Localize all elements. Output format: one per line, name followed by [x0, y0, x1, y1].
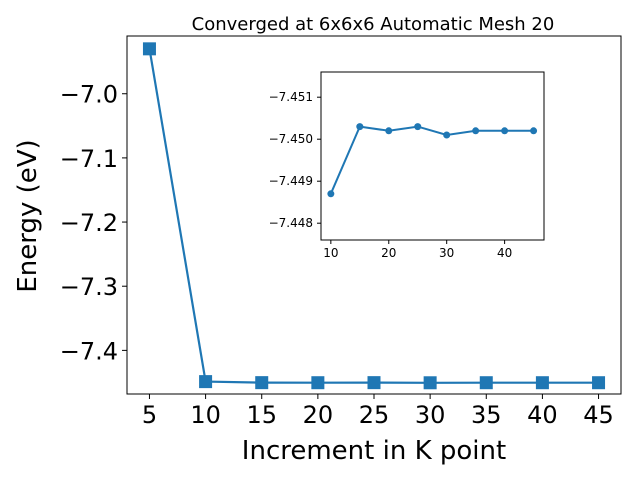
main-x-tick-label: 15 — [246, 401, 277, 429]
main-data-point — [423, 376, 437, 390]
inset-x-tick-label: 20 — [381, 246, 396, 260]
inset-series-energy — [327, 123, 538, 198]
main-x-axis-ticks: 5 10 15 20 25 30 35 40 45 — [142, 394, 614, 429]
main-x-tick-label: 20 — [303, 401, 334, 429]
main-y-tick-label: −7.4 — [60, 337, 118, 365]
inset-x-tick-label: 10 — [323, 246, 338, 260]
main-data-point — [479, 376, 493, 390]
main-x-tick-label: 35 — [471, 401, 502, 429]
inset-data-point — [443, 131, 451, 139]
main-y-tick-label: −7.0 — [60, 81, 118, 109]
inset-series-line — [329, 125, 534, 195]
main-data-point — [535, 376, 549, 390]
main-data-point — [255, 376, 269, 390]
inset-data-point — [414, 123, 422, 131]
inset-data-point — [472, 127, 480, 135]
main-series-energy — [142, 42, 606, 390]
main-x-tick-label: 40 — [527, 401, 558, 429]
main-y-axis-ticks: −7.4 −7.3 −7.2 −7.1 −7.0 — [60, 81, 127, 365]
inset-data-point — [501, 127, 509, 135]
inset-x-axis-ticks: 10 20 30 40 — [323, 240, 512, 260]
main-y-tick-label: −7.2 — [60, 209, 118, 237]
main-y-tick-label: −7.3 — [60, 273, 118, 301]
main-x-tick-label: 25 — [359, 401, 390, 429]
inset-x-tick-label: 30 — [439, 246, 454, 260]
main-data-point — [592, 376, 606, 390]
inset-plot-frame — [320, 71, 545, 241]
inset-y-tick-label: −7.451 — [269, 90, 313, 104]
main-data-point — [311, 376, 325, 390]
main-y-tick-label: −7.1 — [60, 145, 118, 173]
y-axis-label: Energy (eV) — [13, 139, 43, 292]
main-x-tick-label: 45 — [583, 401, 614, 429]
main-x-tick-label: 5 — [142, 401, 157, 429]
inset-y-tick-label: −7.449 — [269, 174, 313, 188]
main-data-point — [142, 42, 156, 56]
inset-y-tick-label: −7.450 — [269, 132, 313, 146]
inset-data-point — [385, 127, 393, 135]
main-data-point — [367, 376, 381, 390]
inset-data-point — [327, 190, 335, 198]
inset-x-tick-label: 40 — [497, 246, 512, 260]
chart-title: Converged at 6x6x6 Automatic Mesh 20 — [192, 14, 555, 35]
inset-y-tick-label: −7.448 — [269, 216, 313, 230]
main-x-tick-label: 10 — [190, 401, 221, 429]
inset-data-point — [530, 127, 538, 135]
x-axis-label: Increment in K point — [242, 436, 506, 466]
inset-y-axis-ticks: −7.451 −7.450 −7.449 −7.448 — [269, 90, 321, 230]
main-x-tick-label: 30 — [415, 401, 446, 429]
main-data-point — [199, 375, 213, 389]
inset-plot-area: 10 20 30 40 −7.451 −7.450 −7.449 −7.448 — [269, 71, 545, 260]
inset-data-point — [356, 123, 364, 131]
